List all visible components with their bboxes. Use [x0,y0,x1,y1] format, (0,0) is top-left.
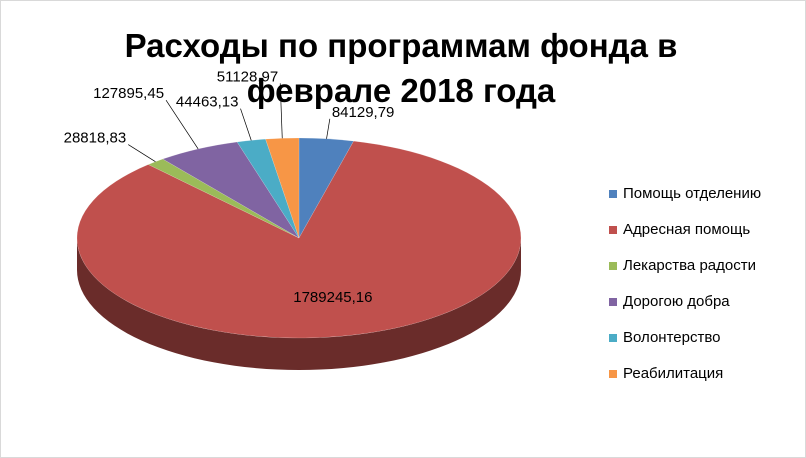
chart-title: Расходы по программам фонда в феврале 20… [124,27,678,109]
legend-swatch [609,226,617,234]
data-label: 51128,97 [217,68,278,85]
legend-swatch [609,334,617,342]
leader-line [128,144,156,163]
legend-label: Дорогою добра [623,293,730,310]
leader-line [326,118,331,139]
legend-label: Адресная помощь [623,221,750,238]
legend-swatch [609,262,617,270]
legend-label: Помощь отделению [623,185,761,202]
pie-side [77,238,521,370]
leader-line [240,108,252,141]
leader-line [279,83,283,139]
legend-swatch [609,190,617,198]
legend-swatch [609,298,617,306]
legend-label: Реабилитация [623,365,723,382]
data-label: 84129,79 [332,104,395,121]
data-label: 44463,13 [176,94,239,111]
legend-swatch [609,370,617,378]
pie-slice [265,137,300,239]
pie-slice [76,140,522,339]
data-label: 1789245,16 [293,289,372,306]
pie-slice [298,137,355,239]
pie-slice [162,141,300,239]
data-label: 127895,45 [93,85,164,102]
data-label: 28818,83 [64,130,127,147]
leader-line [165,100,199,150]
legend-label: Лекарства радости [623,257,756,274]
legend-label: Волонтерство [623,329,720,346]
